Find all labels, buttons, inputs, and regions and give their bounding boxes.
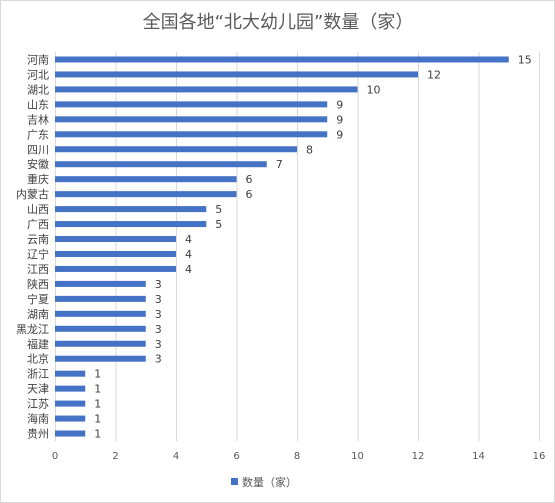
bar	[55, 265, 176, 272]
bar	[55, 310, 146, 317]
category-label: 山东	[27, 98, 49, 111]
bar	[55, 295, 146, 302]
bars	[55, 56, 509, 437]
category-label: 浙江	[27, 368, 49, 381]
x-tick-label: 4	[173, 451, 179, 462]
data-label: 7	[276, 158, 283, 171]
category-label: 河南	[27, 53, 49, 66]
category-label: 福建	[27, 337, 49, 351]
bar	[55, 71, 418, 78]
data-label: 3	[155, 308, 162, 321]
category-label: 江苏	[27, 398, 49, 411]
bar	[55, 146, 297, 153]
data-label: 12	[427, 68, 441, 81]
data-label: 8	[306, 143, 313, 156]
bar	[55, 370, 86, 377]
bar	[55, 221, 207, 228]
data-labels: 15 12 10 9 9 9 8 7 6 6 5 5 4 4 4 3 3 3 3 3 3 1 1 1 1 1	[94, 53, 532, 440]
data-label: 3	[155, 353, 162, 366]
x-tick-label: 6	[233, 451, 239, 462]
x-tick-label: 10	[351, 451, 364, 462]
x-tick-label: 8	[294, 451, 300, 462]
bar	[55, 101, 328, 108]
bar	[55, 430, 86, 437]
data-label: 15	[518, 53, 532, 66]
category-label: 陕西	[27, 277, 49, 291]
data-label: 6	[246, 173, 253, 186]
category-label: 云南	[27, 233, 49, 246]
data-label: 3	[155, 278, 162, 291]
data-label: 3	[155, 323, 162, 336]
bar	[55, 340, 146, 347]
data-label: 4	[185, 263, 192, 276]
bar	[55, 206, 207, 213]
x-tick-label: 16	[533, 451, 546, 462]
grid-lines	[55, 52, 540, 441]
bar	[55, 280, 146, 287]
bar	[55, 355, 146, 362]
legend: 数量（家）	[231, 475, 297, 489]
category-label: 湖南	[27, 308, 49, 321]
bar	[55, 116, 328, 123]
category-label: 广西	[27, 218, 49, 231]
bar	[55, 415, 86, 422]
data-label: 5	[215, 218, 222, 231]
category-label: 天津	[27, 383, 49, 396]
category-label: 内蒙古	[16, 187, 49, 201]
data-label: 4	[185, 248, 192, 261]
bar	[55, 191, 237, 198]
bar	[55, 400, 86, 407]
data-label: 1	[94, 428, 101, 441]
category-label: 四川	[27, 143, 49, 156]
category-label: 海南	[27, 412, 49, 426]
x-tick-label: 14	[472, 451, 485, 462]
data-label: 6	[246, 188, 253, 201]
data-label: 9	[336, 128, 343, 141]
category-label: 辽宁	[27, 247, 49, 261]
data-label: 9	[336, 113, 343, 126]
data-label: 5	[215, 203, 222, 216]
category-label: 安徽	[27, 157, 49, 171]
legend-swatch	[231, 478, 238, 485]
data-label: 1	[94, 383, 101, 396]
data-label: 3	[155, 293, 162, 306]
category-label: 重庆	[27, 172, 49, 186]
x-axis-ticks: 0 2 4 6 8 10 12 14 16	[52, 451, 546, 462]
data-label: 1	[94, 398, 101, 411]
legend-label: 数量（家）	[242, 475, 297, 489]
category-label: 山西	[27, 203, 49, 216]
category-label: 宁夏	[27, 292, 49, 306]
category-label: 江西	[27, 263, 49, 276]
category-labels: 河南河北湖北山东吉林广东四川安徽重庆内蒙古山西广西云南辽宁江西陕西宁夏湖南黑龙江…	[16, 53, 49, 440]
bar	[55, 176, 237, 183]
category-label: 广东	[27, 128, 49, 141]
data-label: 10	[367, 83, 381, 96]
x-tick-label: 12	[412, 451, 425, 462]
category-label: 贵州	[27, 428, 49, 441]
data-label: 9	[336, 98, 343, 111]
data-label: 3	[155, 338, 162, 351]
category-label: 河北	[27, 68, 49, 81]
bar	[55, 325, 146, 332]
data-label: 4	[185, 233, 192, 246]
category-label: 北京	[27, 352, 49, 366]
chart-title: 全国各地“北大幼儿园”数量（家）	[143, 12, 414, 33]
x-tick-label: 0	[52, 451, 58, 462]
data-label: 1	[94, 413, 101, 426]
category-label: 吉林	[27, 112, 49, 126]
bar	[55, 56, 509, 63]
bar	[55, 161, 267, 168]
bar	[55, 86, 358, 93]
data-label: 1	[94, 368, 101, 381]
bar	[55, 131, 328, 138]
category-label: 黑龙江	[16, 323, 49, 336]
category-label: 湖北	[27, 83, 49, 96]
bar	[55, 385, 86, 392]
x-tick-label: 2	[112, 451, 118, 462]
bar	[55, 250, 176, 257]
bar	[55, 236, 176, 243]
